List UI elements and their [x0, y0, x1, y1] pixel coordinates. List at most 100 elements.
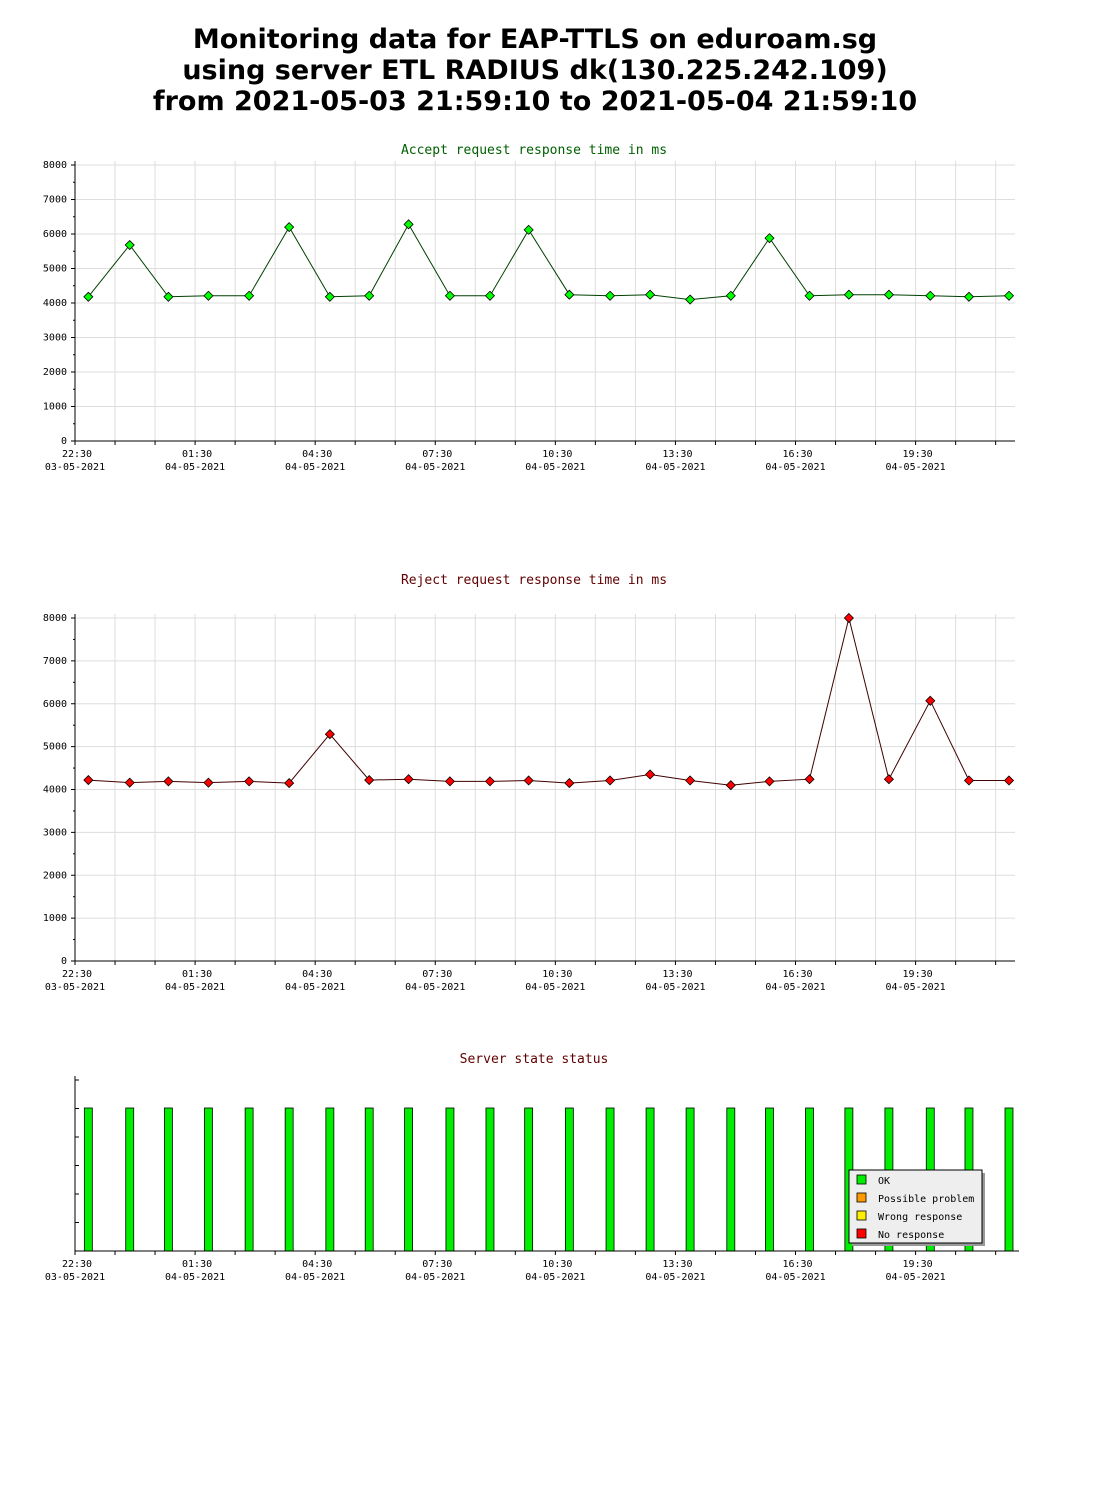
x-tick-label-date: 04-05-2021 [165, 1272, 225, 1283]
y-tick-label: 5000 [43, 742, 67, 753]
data-point [804, 290, 815, 301]
status-bar [83, 1107, 93, 1252]
x-tick-label-time: 10:30 [542, 449, 572, 460]
x-tick-label-time: 13:30 [662, 1259, 692, 1270]
data-point [843, 289, 854, 300]
data-point [925, 695, 936, 706]
y-tick-label: 3000 [43, 827, 67, 838]
legend-swatch [856, 1210, 867, 1221]
status-bar [244, 1107, 254, 1252]
status-bar [645, 1107, 655, 1252]
x-tick-label-date: 04-05-2021 [165, 462, 225, 473]
x-tick-label-date: 04-05-2021 [765, 462, 825, 473]
data-point [843, 612, 854, 624]
chart-2: Reject request response time in ms 0 1000 2… [43, 573, 1015, 993]
data-point [284, 222, 295, 233]
data-point [564, 778, 575, 789]
data-point [324, 729, 335, 740]
page-title: Monitoring data for EAP-TTLS on eduroam.… [0, 24, 1070, 117]
x-tick-label-time: 16:30 [782, 969, 812, 980]
data-point [403, 219, 414, 230]
x-tick-label-time: 10:30 [542, 1259, 572, 1270]
y-tick-label: 5000 [43, 264, 67, 275]
data-point [1003, 775, 1015, 786]
y-tick-label: 8000 [43, 613, 67, 624]
x-tick-label-time: 19:30 [903, 449, 933, 460]
data-point [725, 780, 736, 791]
chart-1: Accept request response time in ms 0 1000 2… [43, 143, 1015, 473]
data-point [163, 776, 174, 787]
chart-title: Accept request response time in ms [401, 143, 667, 158]
status-bar [564, 1107, 574, 1252]
x-tick-label-time: 01:30 [182, 449, 212, 460]
data-point [124, 239, 135, 251]
data-point [604, 290, 616, 301]
x-tick-label-time: 16:30 [782, 1259, 812, 1270]
data-point [645, 769, 656, 780]
data-point [203, 777, 214, 788]
x-tick-label-time: 10:30 [542, 969, 572, 980]
data-point [883, 774, 894, 785]
data-point [484, 290, 496, 301]
status-bar [524, 1107, 534, 1252]
status-bar [805, 1107, 814, 1252]
data-point [804, 774, 815, 785]
data-point [403, 774, 414, 785]
x-tick-label-time: 16:30 [782, 449, 812, 460]
data-point [564, 289, 575, 300]
page-title-line-2: using server ETL RADIUS dk(130.225.242.1… [182, 55, 888, 86]
x-tick-label-time: 19:30 [903, 1259, 933, 1270]
page-title-line-1: Monitoring data for EAP-TTLS on eduroam.… [192, 24, 878, 55]
data-point [523, 775, 534, 786]
x-tick-label-date: 04-05-2021 [285, 1272, 345, 1283]
status-bar [765, 1107, 774, 1252]
x-tick-label-date: 04-05-2021 [885, 462, 945, 473]
legend-label: Possible problem [878, 1194, 974, 1205]
page-title-line-3: from 2021-05-03 21:59:10 to 2021-05-04 2… [152, 86, 918, 117]
data-point [1003, 290, 1015, 301]
x-tick-label-time: 01:30 [182, 1259, 212, 1270]
data-point [685, 775, 696, 786]
x-tick-label-date: 04-05-2021 [645, 462, 705, 473]
y-tick-label: 4000 [43, 785, 67, 796]
legend-swatch [856, 1228, 867, 1239]
y-tick-label: 1000 [43, 913, 67, 924]
legend-swatch [856, 1174, 867, 1185]
data-point [244, 290, 255, 301]
x-tick-label-time: 22:30 [62, 969, 92, 980]
data-point [83, 775, 94, 786]
data-point [764, 776, 775, 787]
chart-title: Reject request response time in ms [401, 573, 667, 588]
status-bar [485, 1107, 495, 1252]
x-tick-label-date: 04-05-2021 [285, 982, 345, 993]
x-tick-label-date: 04-05-2021 [885, 982, 945, 993]
y-tick-label: 0 [61, 436, 67, 447]
x-tick-label-time: 22:30 [62, 1259, 92, 1270]
status-bar [364, 1107, 374, 1252]
x-tick-label-date: 03-05-2021 [45, 1272, 105, 1283]
data-point [203, 290, 214, 301]
series-line [88, 617, 1009, 786]
y-tick-label: 8000 [43, 160, 67, 171]
data-point [484, 776, 496, 787]
x-tick-label-time: 04:30 [302, 1259, 332, 1270]
legend-label: No response [878, 1230, 944, 1241]
status-bar [605, 1107, 615, 1252]
data-point [364, 775, 375, 786]
data-point [324, 291, 335, 302]
x-tick-label-time: 19:30 [903, 969, 933, 980]
data-point [963, 775, 975, 786]
x-tick-label-date: 04-05-2021 [645, 982, 705, 993]
x-tick-label-time: 22:30 [62, 449, 92, 460]
x-tick-label-date: 04-05-2021 [885, 1272, 945, 1283]
data-point [83, 291, 94, 302]
x-tick-label-time: 04:30 [302, 969, 332, 980]
data-point [963, 291, 975, 302]
status-bar [284, 1107, 294, 1252]
data-point [764, 233, 775, 244]
x-tick-label-time: 07:30 [422, 969, 452, 980]
y-tick-label: 6000 [43, 229, 67, 240]
y-tick-label: 7000 [43, 195, 67, 206]
data-point [685, 294, 696, 305]
